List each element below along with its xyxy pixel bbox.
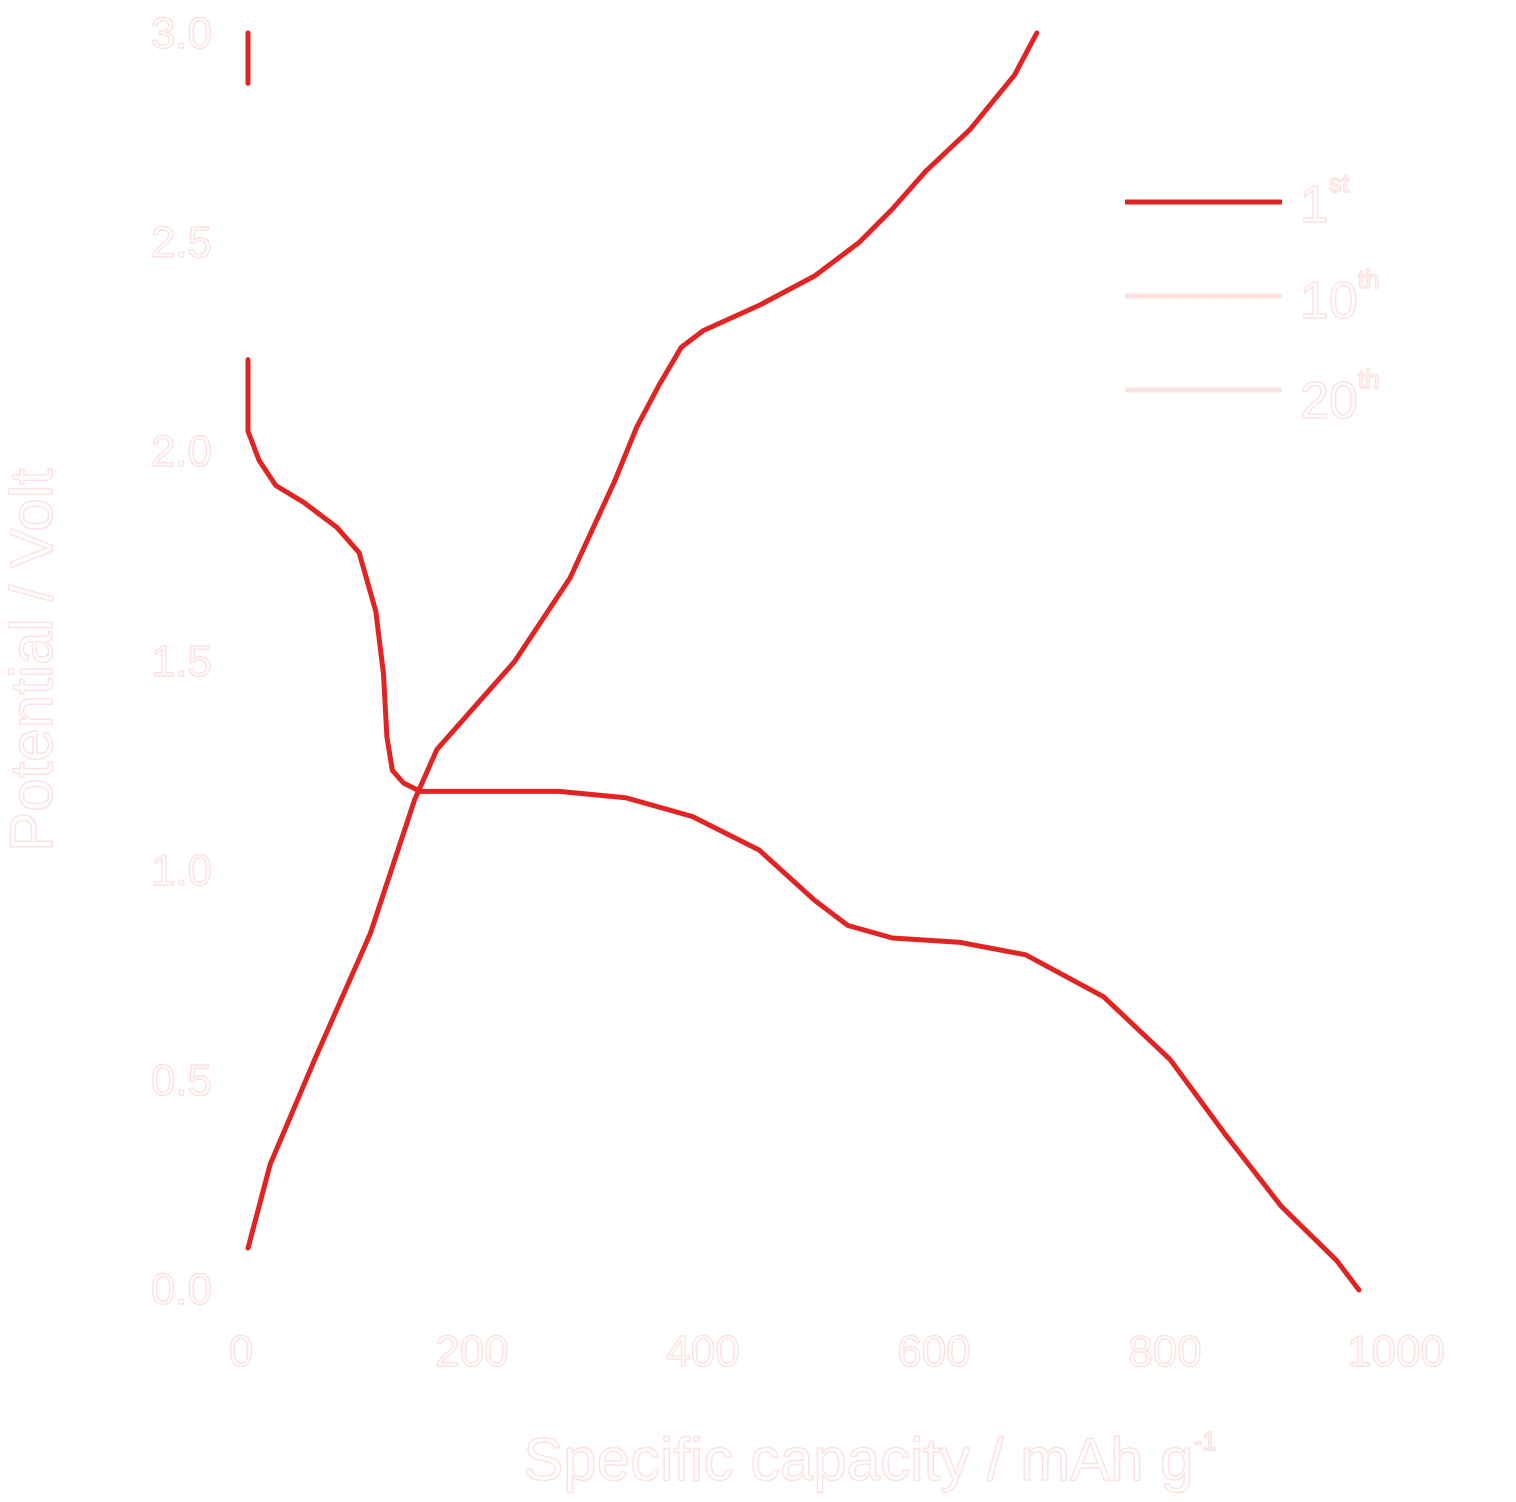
series-1st-discharge-curve-1 (245, 357, 1362, 1293)
legend-label-10th: 10th (1300, 264, 1380, 330)
x-tick-label-4: 800 (1128, 1327, 1201, 1376)
x-axis-label: Specific capacity / mAh g-1 (523, 1426, 1216, 1493)
x-tick-labels: 0 200 400 600 800 1000 (228, 1326, 1446, 1376)
x-tick-label-3: 600 (897, 1327, 970, 1376)
x-axis-label-superscript: -1 (1194, 1426, 1217, 1456)
legend-suffix-10th: th (1358, 264, 1380, 294)
legend-number-10th: 10 (1300, 272, 1358, 330)
y-tick-label-4: 2.0 (151, 427, 212, 476)
legend-suffix-20th: th (1358, 364, 1380, 394)
x-tick-label-2: 400 (666, 1327, 739, 1376)
x-tick-label-5: 1000 (1347, 1327, 1445, 1376)
y-tick-label-1: 0.5 (151, 1056, 212, 1105)
series-1st-charge-curve-2 (245, 30, 1040, 1251)
y-axis-label: Potential / Volt (0, 468, 65, 852)
legend-number-1st: 1 (1300, 176, 1329, 234)
legend: 1st 10th 20th (1125, 167, 1380, 431)
legend-number-20th: 20 (1300, 372, 1358, 430)
y-tick-label-6: 3.0 (151, 9, 212, 58)
x-tick-label-1: 200 (435, 1327, 508, 1376)
y-tick-labels: 0.0 0.5 1.0 1.5 2.0 2.5 3.0 (150, 8, 213, 1314)
x-tick-label-0: 0 (229, 1327, 253, 1376)
y-tick-label-2: 1.0 (151, 846, 212, 895)
legend-label-20th: 20th (1300, 364, 1380, 430)
y-tick-label-0: 0.0 (151, 1265, 212, 1314)
series-layer (245, 30, 1362, 1293)
y-tick-label-3: 1.5 (151, 637, 212, 686)
legend-suffix-1st: st (1329, 168, 1350, 198)
legend-label-1st: 1st (1300, 168, 1350, 234)
y-tick-label-5: 2.5 (151, 218, 212, 267)
x-axis-label-text: Specific capacity / mAh g (523, 1426, 1193, 1493)
